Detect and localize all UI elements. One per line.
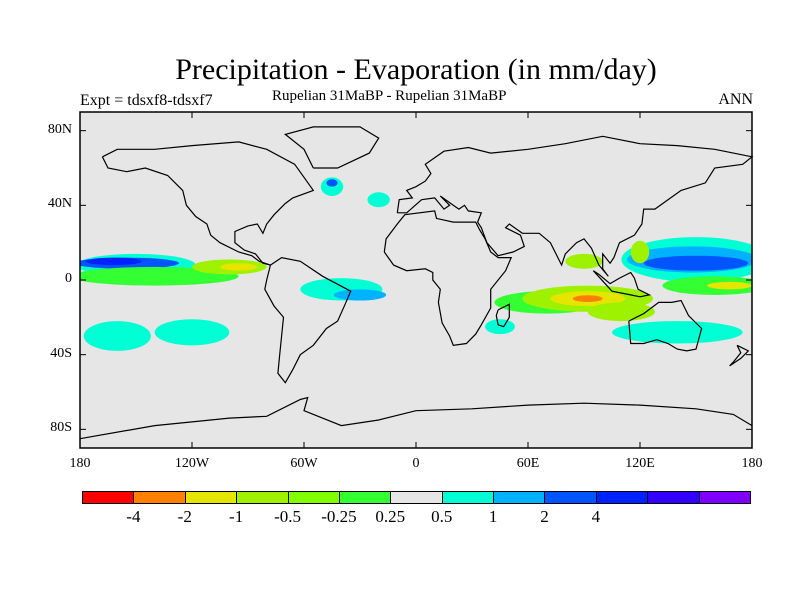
colorbar-swatch bbox=[236, 491, 289, 504]
colorbar-label: 0.25 bbox=[375, 507, 406, 526]
anomaly-patch bbox=[630, 240, 650, 264]
colorbar-swatch bbox=[184, 491, 238, 504]
colorbar-swatch bbox=[698, 491, 751, 504]
colorbar-label: 2 bbox=[540, 507, 549, 526]
y-tick-label: 80S bbox=[50, 420, 72, 436]
colorbar-label: -0.25 bbox=[321, 507, 357, 526]
colorbar-swatch bbox=[441, 491, 495, 504]
anomaly-patch bbox=[220, 263, 258, 271]
anomaly-patch bbox=[707, 281, 752, 290]
coastline-layer bbox=[79, 126, 754, 440]
x-tick-label: 180 bbox=[741, 456, 763, 471]
axis-ticks bbox=[79, 112, 753, 448]
subtitle: Rupelian 31MaBP - Rupelian 31MaBP bbox=[272, 88, 507, 104]
colorbar-swatch bbox=[595, 491, 649, 504]
anomaly-patch bbox=[83, 321, 151, 351]
colorbar-label: -4 bbox=[126, 507, 141, 526]
colorbar-swatch bbox=[338, 491, 392, 504]
anomaly-patch bbox=[154, 319, 230, 346]
colorbar-label: -2 bbox=[177, 507, 192, 526]
coast-madagascar bbox=[495, 303, 510, 328]
colorbar-swatch bbox=[390, 491, 443, 504]
y-tick-label: 0 bbox=[65, 271, 72, 286]
y-tick-label: 80N bbox=[47, 121, 72, 137]
season-label: ANN bbox=[718, 91, 753, 108]
coast-eurasia bbox=[396, 135, 754, 277]
coast-antarctica bbox=[79, 396, 753, 440]
colorbar-swatch bbox=[647, 491, 700, 504]
anomaly-patch bbox=[612, 321, 743, 344]
x-tick-label: 60W bbox=[290, 456, 318, 471]
x-tick-label: 120W bbox=[174, 456, 210, 471]
anomaly-patch bbox=[367, 192, 390, 208]
coast-new-zealand bbox=[729, 344, 750, 367]
colorbar-swatch bbox=[544, 491, 597, 504]
map-title: Precipitation - Evaporation (in mm/day) bbox=[175, 53, 657, 86]
anomaly-patch bbox=[333, 289, 387, 301]
x-tick-label: 180 bbox=[69, 456, 91, 471]
colorbar-swatch bbox=[133, 491, 186, 504]
coast-greenland bbox=[283, 126, 380, 169]
anomaly-patch bbox=[85, 257, 142, 266]
colorbar-label: -0.5 bbox=[274, 507, 301, 526]
colorbar-swatch bbox=[287, 491, 340, 504]
x-tick-label: 0 bbox=[412, 456, 420, 471]
anomaly-field-layer bbox=[80, 112, 752, 448]
anomaly-patch bbox=[320, 177, 344, 197]
colorbar-label: 0.5 bbox=[431, 507, 453, 526]
y-tick-label: 40N bbox=[47, 196, 72, 212]
colorbar-label: -1 bbox=[229, 507, 244, 526]
colorbar-swatch bbox=[493, 491, 546, 504]
y-tick-label: 40S bbox=[50, 345, 72, 361]
x-tick-label: 60E bbox=[516, 456, 540, 471]
x-tick-label: 120E bbox=[625, 456, 655, 471]
experiment-label: Expt = tdsxf8-tdsxf7 bbox=[80, 92, 213, 109]
anomaly-patch bbox=[587, 302, 655, 322]
anomaly-patch bbox=[565, 253, 603, 269]
anomaly-patch bbox=[643, 255, 749, 271]
colorbar-label: 4 bbox=[591, 507, 601, 526]
anomaly-patch bbox=[326, 179, 338, 187]
anomaly-patch bbox=[572, 295, 603, 303]
coast-indonesia bbox=[592, 270, 652, 298]
coast-australia bbox=[628, 299, 703, 352]
coast-north-america bbox=[101, 141, 315, 266]
colorbar-swatch bbox=[82, 491, 135, 504]
colorbar-label: 1 bbox=[488, 507, 498, 526]
anomaly-patch bbox=[485, 319, 515, 335]
coast-africa bbox=[383, 210, 513, 346]
anomaly-patch bbox=[80, 266, 239, 286]
coast-south-america bbox=[264, 256, 352, 384]
